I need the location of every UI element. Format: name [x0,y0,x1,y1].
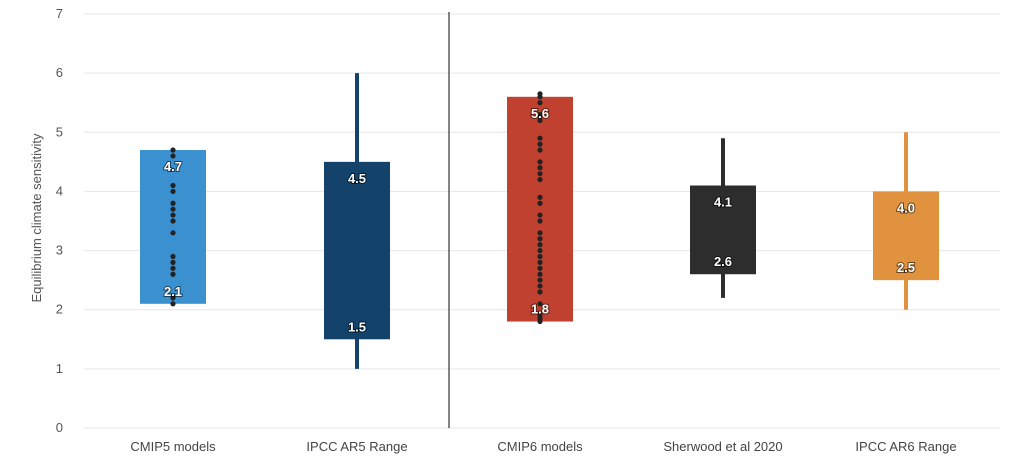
model-point [537,259,543,265]
model-point [170,153,176,159]
model-point [170,147,176,153]
model-point [170,188,176,195]
model-point [170,218,176,224]
y-tick-label: 0 [56,420,63,435]
y-axis-title: Equilibrium climate sensitivity [29,133,44,303]
model-point [170,212,176,218]
value-label-high: 5.6 [531,106,549,121]
model-point [537,230,543,236]
model-point [170,200,176,206]
y-tick-label: 2 [56,302,63,317]
y-axis-ticks: 0 1 2 3 4 5 6 7 [56,6,63,435]
model-points [170,91,543,325]
y-tick-label: 6 [56,65,63,80]
model-point [537,194,543,200]
model-point [537,265,543,271]
y-tick-label: 7 [56,6,63,21]
model-point [537,289,543,295]
model-point [537,159,543,165]
range-box [140,150,206,304]
model-point [537,247,543,254]
x-category-label: IPCC AR6 Range [855,439,956,454]
value-label-low: 2.5 [897,260,915,275]
range-box [873,191,939,281]
range-boxes [140,96,939,340]
model-point [170,301,176,307]
x-category-label: Sherwood et al 2020 [663,439,782,454]
model-point [537,236,543,242]
range-box [324,161,390,340]
model-point [537,171,543,177]
model-point [537,218,543,224]
model-point [537,177,543,183]
model-point [170,259,176,265]
x-category-label: CMIP5 models [130,439,216,454]
model-point [537,147,543,153]
value-label-low: 2.6 [714,254,732,269]
value-label-low: 2.1 [164,284,182,299]
value-label-high: 4.0 [897,200,915,215]
model-point [537,313,543,319]
value-label-low: 1.5 [348,319,366,334]
x-category-label: IPCC AR5 Range [306,439,407,454]
y-tick-label: 1 [56,361,63,376]
x-axis-labels: CMIP5 models IPCC AR5 Range CMIP6 models Sh… [130,439,956,454]
value-label-low: 1.8 [531,302,549,317]
model-point [537,141,543,147]
model-point [537,100,543,106]
model-point [537,117,543,124]
model-point [170,206,176,212]
y-tick-label: 5 [56,124,63,139]
model-point [537,212,543,218]
x-category-label: CMIP6 models [497,439,583,454]
value-label-high: 4.1 [714,195,732,210]
model-point [537,91,543,97]
model-point [537,271,543,277]
model-point [537,277,543,283]
model-point [537,253,543,260]
value-label-high: 4.5 [348,171,366,186]
model-point [537,242,543,248]
model-point [170,295,176,301]
model-point [170,271,176,277]
value-label-high: 4.7 [164,159,182,174]
model-point [537,165,543,171]
y-tick-label: 4 [56,183,63,198]
whiskers [355,73,908,369]
model-point [170,265,176,271]
model-point [170,253,176,260]
model-point [537,111,543,118]
model-point [170,182,176,189]
model-point [537,301,543,307]
model-point [537,135,543,141]
model-point [170,230,176,236]
model-point [537,283,543,289]
y-tick-label: 3 [56,243,63,258]
range-box [690,185,756,275]
model-point [537,200,543,206]
value-labels: 4.7 2.1 4.5 1.5 5.6 1.8 4.1 2.6 4.0 2.5 [163,105,916,335]
